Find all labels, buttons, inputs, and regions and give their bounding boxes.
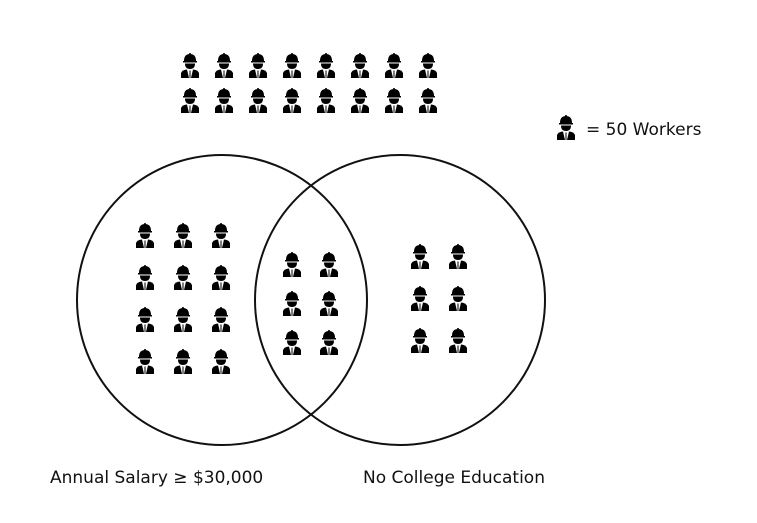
salary-only-worker-icon: [212, 265, 230, 290]
set-circle-no-college: [254, 154, 546, 446]
outside-worker-icon: [249, 53, 267, 78]
both-worker-icon: [283, 330, 301, 355]
salary-only-worker-icon: [212, 307, 230, 332]
no-college-only-worker-icon: [449, 328, 467, 353]
set-label-no-college: No College Education: [363, 468, 545, 488]
salary-only-worker-icon: [174, 265, 192, 290]
outside-worker-icon: [351, 53, 369, 78]
salary-only-worker-icon: [174, 307, 192, 332]
no-college-only-worker-icon: [449, 244, 467, 269]
both-worker-icon: [320, 330, 338, 355]
both-worker-icon: [320, 291, 338, 316]
salary-only-worker-icon: [174, 349, 192, 374]
outside-worker-icon: [419, 53, 437, 78]
salary-only-worker-icon: [136, 223, 154, 248]
outside-worker-icon: [283, 88, 301, 113]
outside-worker-icon: [283, 53, 301, 78]
legend-text: = 50 Workers: [586, 120, 702, 140]
both-worker-icon: [283, 252, 301, 277]
no-college-only-worker-icon: [449, 286, 467, 311]
legend-worker-icon: [557, 115, 575, 140]
outside-worker-icon: [385, 53, 403, 78]
both-worker-icon: [283, 291, 301, 316]
outside-worker-icon: [317, 88, 335, 113]
no-college-only-worker-icon: [411, 328, 429, 353]
set-circle-salary: [76, 154, 368, 446]
salary-only-worker-icon: [212, 223, 230, 248]
outside-worker-icon: [317, 53, 335, 78]
outside-worker-icon: [351, 88, 369, 113]
outside-worker-icon: [249, 88, 267, 113]
no-college-only-worker-icon: [411, 286, 429, 311]
outside-worker-icon: [215, 88, 233, 113]
salary-only-worker-icon: [212, 349, 230, 374]
outside-worker-icon: [419, 88, 437, 113]
salary-only-worker-icon: [136, 265, 154, 290]
salary-only-worker-icon: [136, 349, 154, 374]
salary-only-worker-icon: [136, 307, 154, 332]
outside-worker-icon: [385, 88, 403, 113]
set-label-salary: Annual Salary ≥ $30,000: [50, 468, 263, 488]
outside-worker-icon: [181, 88, 199, 113]
no-college-only-worker-icon: [411, 244, 429, 269]
both-worker-icon: [320, 252, 338, 277]
outside-worker-icon: [215, 53, 233, 78]
outside-worker-icon: [181, 53, 199, 78]
salary-only-worker-icon: [174, 223, 192, 248]
